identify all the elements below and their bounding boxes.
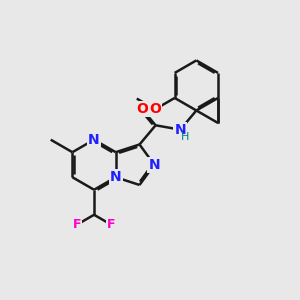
Text: N: N <box>88 133 100 147</box>
Text: F: F <box>107 218 116 231</box>
Text: N: N <box>148 158 160 172</box>
Text: O: O <box>136 102 148 116</box>
Text: H: H <box>181 132 189 142</box>
Text: F: F <box>73 218 81 231</box>
Text: O: O <box>149 102 161 116</box>
Text: N: N <box>110 170 122 184</box>
Text: N: N <box>175 123 186 136</box>
